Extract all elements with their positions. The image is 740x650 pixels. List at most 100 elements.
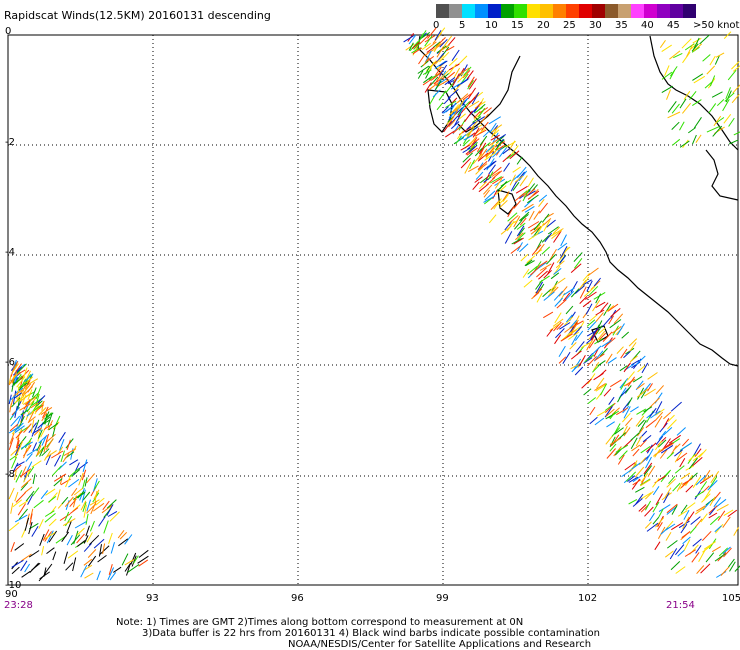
wind-barb — [15, 492, 26, 503]
wind-barb — [59, 513, 71, 522]
wind-barb — [66, 439, 71, 450]
wind-barb — [33, 499, 44, 509]
wind-barb — [731, 93, 740, 104]
wind-barb — [689, 90, 697, 101]
wind-barb — [30, 419, 35, 433]
wind-barb — [453, 84, 461, 93]
wind-barb — [649, 407, 657, 417]
wind-barb — [647, 465, 656, 477]
wind-barb — [674, 451, 683, 463]
legend-tick-label: 45 — [667, 20, 680, 31]
wind-barb — [514, 192, 525, 202]
wind-barb — [708, 103, 717, 114]
wind-barb — [538, 198, 545, 208]
wind-barb — [716, 117, 725, 124]
wind-barb — [546, 328, 553, 337]
wind-barb — [734, 565, 740, 572]
wind-barb — [605, 353, 613, 364]
wind-barb — [472, 153, 483, 165]
wind-barb — [517, 232, 526, 241]
wind-barb — [26, 448, 38, 456]
wind-barb — [712, 491, 721, 502]
wind-barb — [62, 518, 76, 527]
wind-barb — [546, 254, 557, 265]
wind-barb — [554, 312, 562, 324]
wind-barb — [435, 66, 442, 76]
wind-barb — [108, 564, 113, 576]
wind-barb — [106, 504, 114, 516]
wind-barb — [82, 479, 86, 489]
wind-barb — [671, 522, 684, 531]
wind-barb — [587, 321, 597, 331]
wind-barb — [677, 549, 685, 557]
wind-barb — [522, 188, 530, 202]
wind-barb — [692, 538, 702, 547]
wind-barb — [594, 382, 606, 391]
wind-barb — [109, 511, 120, 522]
wind-barb — [61, 531, 70, 542]
wind-barb — [662, 427, 673, 436]
wind-barb — [641, 362, 649, 374]
wind-barb — [516, 222, 526, 230]
wind-barb — [613, 313, 624, 324]
wind-barb — [666, 452, 675, 460]
wind-barb — [674, 465, 685, 474]
wind-barb — [718, 547, 729, 557]
wind-barb — [448, 115, 459, 126]
wind-barb — [661, 44, 672, 53]
wind-barb — [507, 212, 518, 222]
wind-barb — [630, 437, 638, 449]
wind-barb — [666, 89, 671, 100]
wind-barb — [486, 177, 496, 186]
legend-swatch — [475, 4, 488, 18]
wind-barb — [554, 297, 563, 307]
wind-barb — [436, 52, 445, 63]
wind-barb — [652, 477, 660, 488]
wind-barb — [33, 404, 43, 412]
wind-barb — [52, 551, 57, 561]
wind-barb — [627, 397, 633, 407]
wind-barb — [727, 69, 737, 81]
wind-barb — [40, 490, 49, 500]
wind-barb — [492, 176, 504, 185]
wind-barb — [419, 35, 429, 45]
wind-barb — [654, 415, 663, 428]
wind-barb — [89, 499, 100, 506]
wind-barb — [514, 219, 523, 230]
wind-barb — [471, 92, 480, 105]
wind-barb — [623, 350, 631, 359]
wind-barb — [516, 156, 523, 165]
wind-barb — [11, 559, 24, 568]
wind-barb — [21, 553, 32, 562]
wind-barb — [468, 78, 477, 90]
wind-barb — [43, 563, 53, 575]
wind-barb — [83, 542, 92, 552]
wind-barb — [543, 220, 551, 232]
wind-barb — [637, 387, 645, 400]
wind-barb — [492, 170, 503, 180]
wind-barb — [71, 487, 78, 497]
wind-barb — [639, 478, 651, 486]
wind-barb — [679, 98, 687, 109]
wind-barb — [488, 164, 496, 175]
wind-barb — [609, 411, 616, 420]
wind-barb — [58, 461, 67, 470]
wind-barb — [536, 262, 547, 270]
wind-barb — [466, 121, 475, 130]
wind-barb — [477, 163, 488, 171]
wind-barb — [477, 160, 488, 170]
wind-barb — [667, 101, 677, 113]
wind-barb — [485, 147, 495, 158]
wind-barb — [592, 361, 600, 372]
wind-barb — [102, 500, 110, 511]
wind-barb — [451, 49, 460, 61]
wind-barb — [93, 480, 100, 490]
legend-tick-label: 25 — [563, 20, 576, 31]
wind-barb — [695, 545, 702, 554]
wind-barb — [595, 312, 604, 323]
wind-barb — [611, 407, 620, 415]
wind-barb — [82, 491, 91, 501]
wind-barb — [483, 150, 495, 158]
wind-barb — [559, 322, 571, 330]
wind-barb — [679, 140, 690, 148]
